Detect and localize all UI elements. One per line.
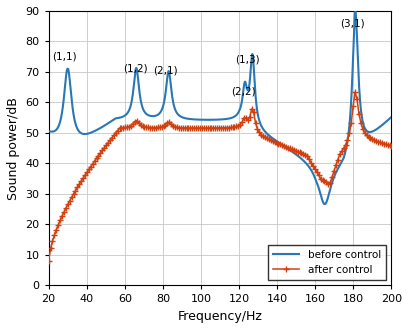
Legend: before control, after control: before control, after control [268,245,386,280]
X-axis label: Frequency/Hz: Frequency/Hz [178,310,263,323]
Text: (1,3): (1,3) [235,55,260,65]
Text: (1,1): (1,1) [52,52,77,62]
after control [117,126,122,130]
before control [322,202,327,206]
Text: (2,1): (2,1) [153,65,178,76]
Text: (3,1): (3,1) [340,18,365,28]
after control [46,259,51,263]
before control [46,129,51,133]
Text: (1,2): (1,2) [123,64,148,74]
after control [176,125,181,129]
before control [353,10,358,14]
Y-axis label: Sound power/dB: Sound power/dB [7,97,20,200]
after control [86,167,91,171]
Line: before control: before control [49,12,391,204]
before control [302,160,307,164]
before control [108,119,113,123]
after control [380,141,384,145]
Line: after control: after control [45,89,395,264]
Text: (2,2): (2,2) [231,87,256,97]
after control [351,104,356,108]
before control [177,114,182,118]
before control [269,136,274,140]
before control [252,75,257,79]
before control [389,115,394,119]
after control [353,90,357,94]
after control [52,233,57,237]
after control [389,144,394,148]
before control [328,186,333,190]
